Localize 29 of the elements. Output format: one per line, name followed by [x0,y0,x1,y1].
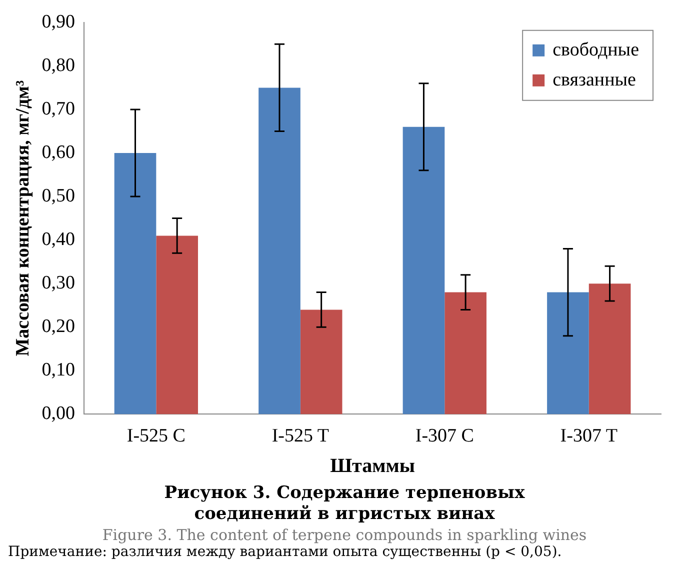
bar [444,292,486,414]
caption: Figure 3. The content of terpene compounds in sparkling wines [101,526,588,544]
bar [402,126,445,414]
x-tick-label: I-307 T [560,426,618,447]
y-tick-label: 0,30 [42,272,76,294]
y-axis-title: Массовая концентрация, мг/дм³ [12,80,34,356]
bar [588,284,631,414]
y-tick-label: 0,90 [42,11,76,32]
y-tick-label: 0,20 [42,316,76,338]
y-tick-label: 0,60 [42,142,76,163]
y-tick-label: 0,50 [42,186,76,207]
text: Примечание: различия между вариантами опыта существенны (p < 0,05). [8,544,563,562]
y-tick-label: 0,70 [42,98,76,120]
x-tick-label: I-307 C [415,426,474,447]
bar [258,88,300,414]
legend-label: свободные [552,39,640,60]
y-tick-label: 0,40 [42,229,76,250]
x-axis-title: Штаммы [330,455,416,478]
legend-label: связанные [552,69,636,90]
bar [300,310,342,414]
x-tick-label: I-525 C [126,426,186,447]
y-tick-label: 0,00 [42,403,76,424]
text: Рисунок 3. Содержание терпеновых соединений в игристых винах [163,483,526,526]
bar [114,153,156,414]
bar [547,292,589,414]
y-tick-label: 0,80 [42,54,76,76]
y-tick-label: 0,10 [42,360,76,381]
x-tick-label: I-525 T [272,426,330,447]
bar [156,236,198,414]
